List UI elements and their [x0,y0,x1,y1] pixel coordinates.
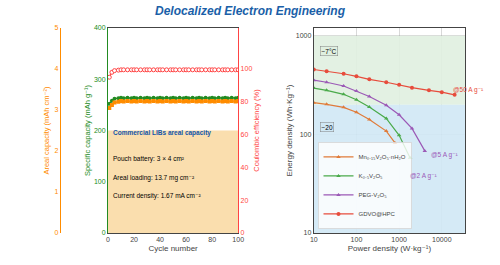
svg-text:Current density: 1.67 mA cm⁻²: Current density: 1.67 mA cm⁻² [113,192,201,200]
svg-text:@2 A g⁻¹: @2 A g⁻¹ [410,172,437,180]
svg-text:0: 0 [102,229,106,236]
svg-text:20: 20 [130,236,138,243]
svg-text:Mn₀.₁₅V₂O₅·nH₂O: Mn₀.₁₅V₂O₅·nH₂O [359,154,406,160]
svg-text:−7°C: −7°C [322,48,337,55]
svg-text:GDVO@HPC: GDVO@HPC [359,211,396,217]
svg-text:K₀.₅V₂O₅: K₀.₅V₂O₅ [359,173,384,179]
svg-text:Power density (W·kg⁻¹): Power density (W·kg⁻¹) [348,244,432,253]
svg-text:Commercial LIBs areal capacity: Commercial LIBs areal capacity [113,129,211,137]
svg-text:1000: 1000 [391,236,407,243]
svg-text:400: 400 [94,24,106,31]
svg-text:4: 4 [54,65,58,72]
svg-text:100: 100 [300,131,312,138]
svg-text:Pouch battery: 3 × 4 cm²: Pouch battery: 3 × 4 cm² [113,155,185,163]
svg-text:Coulombic efficiency (%): Coulombic efficiency (%) [252,89,261,172]
svg-text:40: 40 [241,164,249,171]
svg-text:10: 10 [304,229,312,236]
svg-text:100: 100 [241,65,253,72]
svg-text:60: 60 [182,236,190,243]
svg-text:100: 100 [351,236,363,243]
svg-text:@50 A g⁻¹: @50 A g⁻¹ [453,86,484,94]
svg-text:100: 100 [232,236,244,243]
svg-text:300: 300 [94,76,106,83]
svg-text:60: 60 [241,131,249,138]
svg-text:Cycle number: Cycle number [148,244,198,253]
svg-text:10: 10 [310,236,318,243]
svg-text:200: 200 [94,127,106,134]
svg-text:2: 2 [54,147,58,154]
svg-text:10000: 10000 [432,236,452,243]
svg-text:100: 100 [94,178,106,185]
svg-text:0: 0 [106,236,110,243]
svg-text:−20: −20 [322,124,333,131]
svg-text:0: 0 [241,229,245,236]
svg-text:80: 80 [208,236,216,243]
svg-text:0: 0 [54,229,58,236]
svg-text:80: 80 [241,98,249,105]
svg-text:3: 3 [54,106,58,113]
svg-text:PEG-V₂O₅: PEG-V₂O₅ [359,192,388,198]
svg-text:Areal capacity (mAh cm⁻²): Areal capacity (mAh cm⁻²) [42,86,51,175]
svg-text:1000: 1000 [296,32,312,39]
svg-text:5: 5 [54,24,58,31]
svg-text:Specific capacity (mAh g⁻¹): Specific capacity (mAh g⁻¹) [83,84,92,176]
svg-text:Energy density (Wh·Kg⁻¹): Energy density (Wh·Kg⁻¹) [285,84,294,176]
svg-text:40: 40 [156,236,164,243]
svg-text:1: 1 [54,188,58,195]
svg-text:Delocalized Electron Engineeri: Delocalized Electron Engineering [155,4,346,18]
svg-text:@5 A g⁻¹: @5 A g⁻¹ [431,151,458,159]
svg-text:20: 20 [241,197,249,204]
svg-text:Areal loading: 13.7 mg cm⁻²: Areal loading: 13.7 mg cm⁻² [113,174,195,182]
